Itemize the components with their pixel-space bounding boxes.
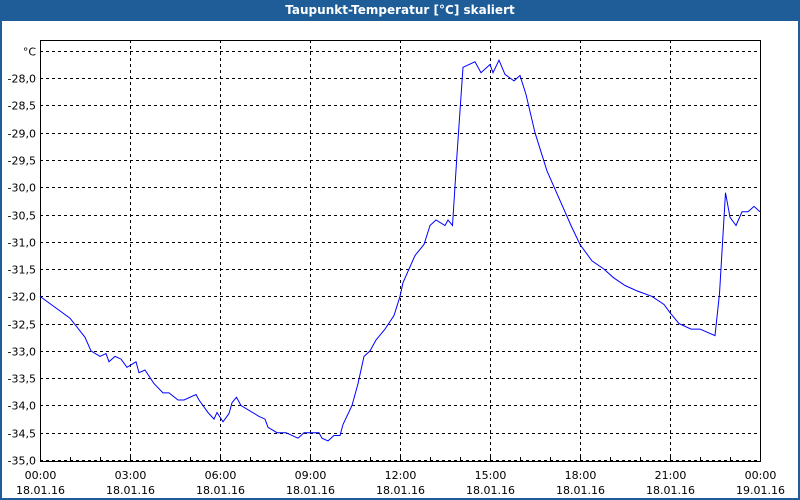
- y-tick-label: -30,5: [8, 210, 36, 223]
- x-tick-date: 18.01.16: [286, 484, 335, 497]
- x-tick-date: 19.01.16: [736, 484, 785, 497]
- x-tick-time: 21:00: [655, 469, 687, 482]
- x-tick-date: 18.01.16: [16, 484, 65, 497]
- y-tick-label: -29,5: [8, 155, 36, 168]
- x-tick-date: 18.01.16: [556, 484, 605, 497]
- y-tick-label: -32,5: [8, 319, 36, 332]
- x-tick-date: 18.01.16: [196, 484, 245, 497]
- y-tick-label: -31,5: [8, 264, 36, 277]
- x-tick-date: 18.01.16: [376, 484, 425, 497]
- y-tick-label: -28,0: [8, 73, 36, 86]
- x-tick-time: 15:00: [475, 469, 507, 482]
- x-tick-time: 09:00: [295, 469, 327, 482]
- y-tick-label: -33,0: [8, 346, 36, 359]
- x-tick-time: 06:00: [205, 469, 237, 482]
- x-tick-time: 00:00: [745, 469, 777, 482]
- x-tick-time: 00:00: [25, 469, 57, 482]
- window-title: Taupunkt-Temperatur [°C] skaliert: [285, 3, 515, 17]
- y-tick-label: -32,0: [8, 291, 36, 304]
- y-tick-label: -30,0: [8, 182, 36, 195]
- y-tick-label: -35,0: [8, 455, 36, 468]
- y-tick-label: -34,5: [8, 428, 36, 441]
- y-tick-label: -28,5: [8, 100, 36, 113]
- y-tick-label: -29,0: [8, 128, 36, 141]
- y-tick-label: °C: [23, 46, 37, 59]
- x-tick-time: 12:00: [385, 469, 417, 482]
- x-tick-time: 18:00: [565, 469, 597, 482]
- x-tick-date: 18.01.16: [106, 484, 155, 497]
- x-tick-date: 18.01.16: [646, 484, 695, 497]
- y-tick-label: -33,5: [8, 373, 36, 386]
- y-tick-label: -31,0: [8, 237, 36, 250]
- series-line-taupunkt: [39, 58, 761, 442]
- x-tick-date: 18.01.16: [466, 484, 515, 497]
- y-tick-label: -34,0: [8, 400, 36, 413]
- x-tick-time: 03:00: [115, 469, 147, 482]
